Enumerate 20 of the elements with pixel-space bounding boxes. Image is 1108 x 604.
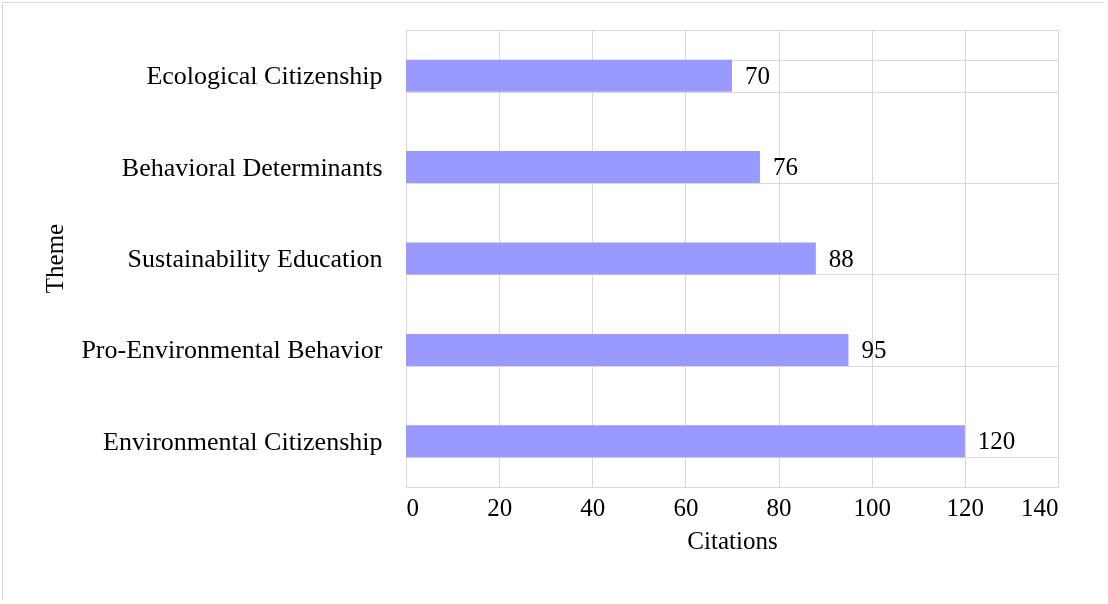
- x-tick-label: 80: [766, 493, 792, 521]
- data-label: 70: [745, 61, 770, 89]
- x-tick-label: 40: [580, 493, 606, 521]
- x-tick-label: 120: [946, 493, 985, 521]
- y-axis-title: Theme: [40, 223, 68, 294]
- y-tick-label: Sustainability Education: [127, 244, 383, 273]
- data-label: 120: [977, 427, 1016, 455]
- y-tick-label: Behavioral Determinants: [121, 152, 383, 182]
- data-label: 88: [828, 244, 854, 272]
- x-tick-label: 0: [406, 493, 419, 521]
- x-axis-title: Citations: [687, 526, 778, 554]
- x-tick-label: 100: [853, 493, 891, 521]
- data-label: 76: [772, 153, 798, 181]
- y-tick-label: Environmental Citizenship: [103, 426, 383, 456]
- y-tick-label: Ecological Citizenship: [146, 61, 383, 91]
- data-label: 95: [861, 335, 887, 363]
- x-tick-label: 60: [673, 493, 699, 521]
- x-tick-label: 140: [1021, 493, 1059, 521]
- x-tick-label: 20: [487, 493, 513, 521]
- y-tick-label: Pro-Environmental Behavior: [81, 335, 383, 365]
